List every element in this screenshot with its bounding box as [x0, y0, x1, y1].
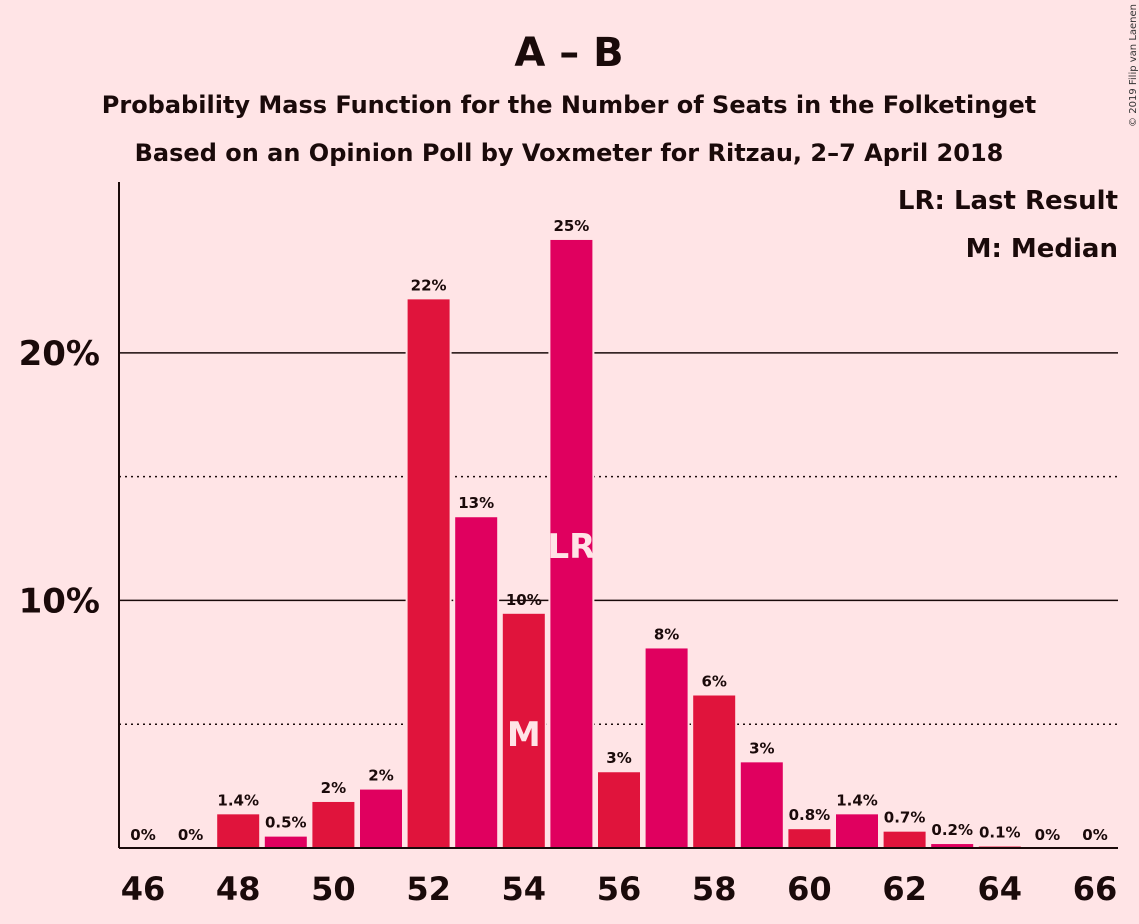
x-tick-60: 60 [787, 870, 832, 908]
data-label-48: 1.4% [217, 791, 259, 809]
bar-53 [453, 515, 500, 849]
data-label-47: 0% [178, 826, 203, 844]
data-label-57: 8% [654, 625, 679, 643]
bar-57 [643, 646, 690, 850]
data-label-51: 2% [368, 767, 393, 785]
bar-56 [596, 770, 642, 850]
bar-51 [358, 787, 404, 850]
data-label-59: 3% [749, 739, 774, 757]
chart-title: A – B [514, 30, 623, 76]
data-label-53: 13% [458, 494, 494, 512]
x-tick-62: 62 [882, 870, 927, 908]
axes [118, 182, 1118, 849]
data-label-46: 0% [130, 826, 155, 844]
data-label-58: 6% [701, 672, 726, 690]
bar-52 [405, 297, 452, 849]
y-tick-10: 10% [19, 581, 100, 621]
markers: M LR [507, 527, 595, 755]
bar-55 [548, 237, 595, 850]
chart-subtitle-2: Based on an Opinion Poll by Voxmeter for… [135, 139, 1004, 167]
data-label-62: 0.7% [884, 809, 926, 827]
data-label-66: 0% [1082, 826, 1107, 844]
data-label-54: 10% [506, 591, 542, 609]
x-tick-52: 52 [406, 870, 451, 908]
data-label-64: 0.1% [979, 824, 1021, 842]
copyright-text: © 2019 Filip van Laenen [1128, 4, 1139, 127]
data-label-65: 0% [1035, 826, 1060, 844]
x-tick-58: 58 [692, 870, 737, 908]
x-tick-48: 48 [216, 870, 261, 908]
x-tick-50: 50 [311, 870, 356, 908]
bar-61 [834, 812, 880, 850]
y-tick-20: 20% [19, 334, 100, 374]
data-label-52: 22% [411, 276, 447, 294]
data-label-60: 0.8% [789, 806, 831, 824]
x-tick-56: 56 [597, 870, 642, 908]
data-label-61: 1.4% [836, 791, 878, 809]
chart-subtitle: Probability Mass Function for the Number… [102, 91, 1036, 119]
data-label-49: 0.5% [265, 814, 307, 832]
data-label-56: 3% [606, 749, 631, 767]
x-tick-66: 66 [1073, 870, 1118, 908]
bar-59 [738, 760, 785, 849]
bar-48 [215, 812, 262, 850]
x-tick-64: 64 [978, 870, 1023, 908]
gridlines [119, 352, 1118, 725]
x-tick-54: 54 [502, 870, 547, 908]
bar-50 [310, 799, 357, 849]
data-labels: 0% 0% 1.4% 0.5% 2% 2% 22% 13% 10% 25% 3% 8% 6% 3% 0.8%… [130, 217, 1107, 844]
last-result-marker: LR [547, 527, 595, 567]
median-marker: M [507, 715, 541, 755]
legend-median: M: Median [966, 234, 1118, 264]
bar-49 [262, 834, 309, 849]
data-label-63: 0.2% [931, 821, 973, 839]
data-label-55: 25% [553, 217, 589, 235]
legend-last-result: LR: Last Result [898, 186, 1118, 216]
bar-54 [500, 611, 547, 849]
y-tick-labels: 10% 20% [19, 334, 100, 622]
x-tick-labels: 46 48 50 52 54 56 58 60 62 64 66 [121, 870, 1118, 908]
x-tick-46: 46 [121, 870, 166, 908]
bar-58 [691, 693, 738, 850]
data-label-50: 2% [321, 779, 346, 797]
bar-60 [786, 827, 833, 849]
bar-62 [881, 829, 928, 849]
